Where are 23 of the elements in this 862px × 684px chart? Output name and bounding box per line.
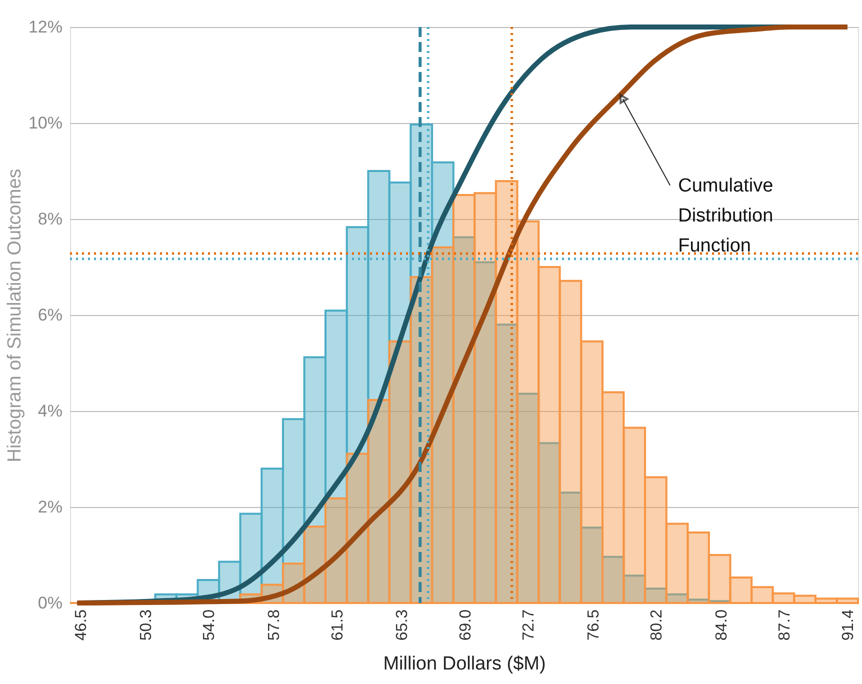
y-tick-label: 0% — [38, 594, 62, 612]
x-tick-label: 72.7 — [520, 609, 538, 641]
y-axis-title: Histogram of Simulation Outcomes — [4, 168, 26, 462]
y-tick-label: 12% — [28, 18, 62, 36]
y-tick-label: 8% — [38, 210, 62, 228]
x-tick-label: 76.5 — [585, 609, 602, 641]
y-tick-label: 6% — [38, 306, 62, 324]
x-tick-label: 57.8 — [266, 609, 284, 641]
x-tick-label: 61.5 — [329, 609, 346, 641]
x-tick-label: 80.2 — [648, 609, 666, 641]
y-tick-label: 4% — [38, 402, 62, 420]
x-tick-label: 91.4 — [840, 609, 857, 641]
annotation: Cumulative Distribution Function — [678, 175, 774, 256]
x-tick-label: 84.0 — [714, 609, 731, 641]
x-tick-label: 54.0 — [201, 609, 218, 641]
y-tick-label: 2% — [38, 498, 62, 516]
x-tick-label: 65.3 — [394, 609, 412, 641]
x-tick-label: 46.5 — [73, 609, 90, 641]
x-tick-label: 87.7 — [776, 609, 794, 641]
x-axis-title: Million Dollars ($M) — [383, 654, 546, 675]
x-tick-label: 50.3 — [138, 609, 155, 641]
y-tick-label: 10% — [28, 114, 62, 132]
x-tick-label: 69.0 — [457, 609, 474, 641]
